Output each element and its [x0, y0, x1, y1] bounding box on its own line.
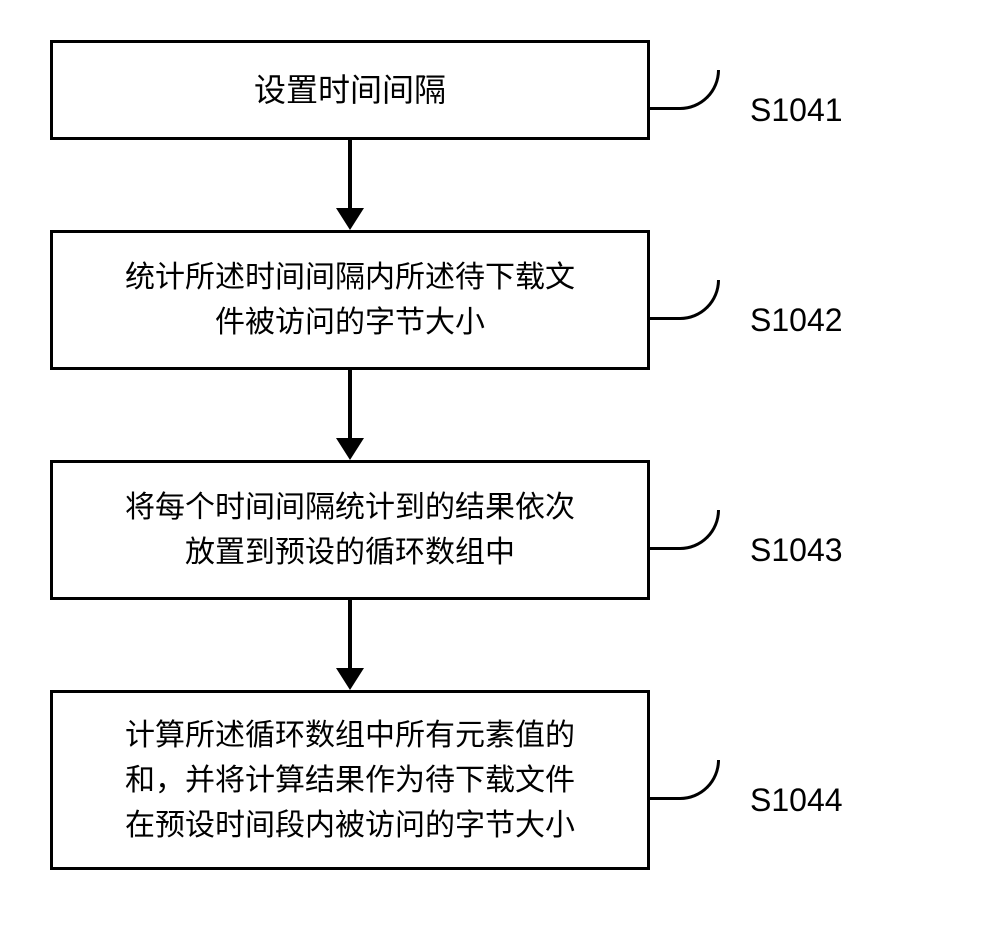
step-text-line: 计算所述循环数组中所有元素值的	[125, 713, 575, 758]
arrow-head-icon	[336, 208, 364, 230]
arrow-head-icon	[336, 438, 364, 460]
step-label: S1042	[750, 302, 843, 339]
flow-step: 计算所述循环数组中所有元素值的 和，并将计算结果作为待下载文件 在预设时间段内被…	[50, 690, 950, 870]
step-label: S1043	[750, 532, 843, 569]
arrow-head-icon	[336, 668, 364, 690]
flow-step: 设置时间间隔 S1041	[50, 40, 950, 140]
step-text: 设置时间间隔	[254, 66, 446, 114]
step-box-s1041: 设置时间间隔	[50, 40, 650, 140]
label-connector: S1042	[650, 280, 843, 320]
step-text-line: 件被访问的字节大小	[215, 300, 485, 345]
label-curve	[650, 760, 720, 800]
step-box-s1044: 计算所述循环数组中所有元素值的 和，并将计算结果作为待下载文件 在预设时间段内被…	[50, 690, 650, 870]
label-curve	[650, 280, 720, 320]
step-text-line: 统计所述时间间隔内所述待下载文	[125, 255, 575, 300]
arrow-connector	[50, 370, 650, 460]
step-label: S1041	[750, 92, 843, 129]
step-text-line: 放置到预设的循环数组中	[185, 530, 515, 575]
step-text-line: 将每个时间间隔统计到的结果依次	[125, 485, 575, 530]
arrow-connector	[50, 140, 650, 230]
flow-step: 将每个时间间隔统计到的结果依次 放置到预设的循环数组中 S1043	[50, 460, 950, 600]
step-label: S1044	[750, 782, 843, 819]
arrow-line	[348, 370, 352, 440]
step-text-line: 和，并将计算结果作为待下载文件	[125, 758, 575, 803]
arrow-line	[348, 140, 352, 210]
label-curve	[650, 70, 720, 110]
flowchart-container: 设置时间间隔 S1041 统计所述时间间隔内所述待下载文 件被访问的字节大小 S…	[50, 40, 950, 870]
step-text-line: 在预设时间段内被访问的字节大小	[125, 803, 575, 848]
label-curve	[650, 510, 720, 550]
arrow-line	[348, 600, 352, 670]
step-box-s1043: 将每个时间间隔统计到的结果依次 放置到预设的循环数组中	[50, 460, 650, 600]
label-connector: S1043	[650, 510, 843, 550]
label-connector: S1041	[650, 70, 843, 110]
arrow-connector	[50, 600, 650, 690]
step-box-s1042: 统计所述时间间隔内所述待下载文 件被访问的字节大小	[50, 230, 650, 370]
label-connector: S1044	[650, 760, 843, 800]
flow-step: 统计所述时间间隔内所述待下载文 件被访问的字节大小 S1042	[50, 230, 950, 370]
